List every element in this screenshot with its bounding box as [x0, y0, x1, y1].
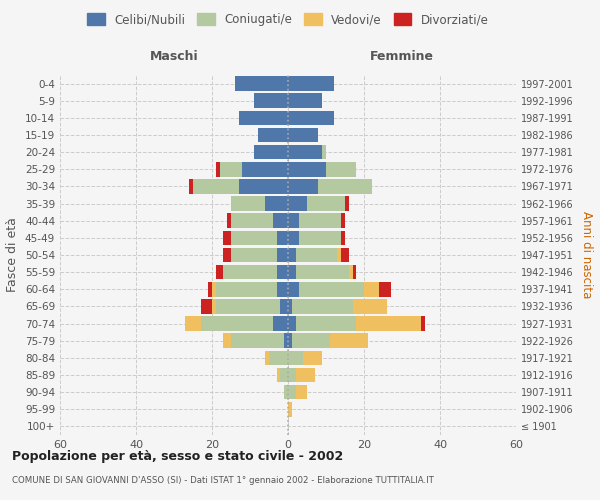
Bar [216, 299, 280, 314]
Bar [288, 179, 319, 194]
Bar [421, 316, 425, 331]
Bar [341, 214, 345, 228]
Bar [277, 248, 288, 262]
Bar [231, 230, 277, 245]
Bar [185, 316, 200, 331]
Bar [296, 265, 349, 280]
Bar [292, 299, 353, 314]
Bar [292, 334, 330, 348]
Bar [273, 214, 288, 228]
Text: Femmine: Femmine [370, 50, 434, 63]
Bar [296, 248, 337, 262]
Bar [345, 196, 349, 211]
Bar [288, 385, 296, 400]
Bar [189, 179, 193, 194]
Text: Maschi: Maschi [149, 50, 199, 63]
Bar [288, 162, 326, 176]
Bar [319, 179, 371, 194]
Bar [242, 162, 288, 176]
Bar [223, 248, 231, 262]
Bar [269, 350, 288, 365]
Bar [299, 282, 364, 296]
Bar [288, 248, 296, 262]
Bar [216, 162, 220, 176]
Bar [296, 385, 307, 400]
Bar [277, 265, 288, 280]
Bar [356, 316, 421, 331]
Text: Popolazione per età, sesso e stato civile - 2002: Popolazione per età, sesso e stato civil… [12, 450, 343, 463]
Bar [277, 368, 280, 382]
Bar [326, 162, 356, 176]
Bar [288, 94, 322, 108]
Bar [364, 282, 379, 296]
Bar [254, 145, 288, 160]
Bar [200, 299, 212, 314]
Bar [296, 316, 356, 331]
Bar [299, 214, 341, 228]
Bar [288, 214, 299, 228]
Bar [303, 350, 322, 365]
Y-axis label: Anni di nascita: Anni di nascita [580, 212, 593, 298]
Bar [288, 230, 299, 245]
Bar [239, 179, 288, 194]
Bar [231, 196, 265, 211]
Bar [265, 350, 269, 365]
Text: COMUNE DI SAN GIOVANNI D'ASSO (SI) - Dati ISTAT 1° gennaio 2002 - Elaborazione T: COMUNE DI SAN GIOVANNI D'ASSO (SI) - Dat… [12, 476, 434, 485]
Y-axis label: Fasce di età: Fasce di età [7, 218, 19, 292]
Bar [277, 282, 288, 296]
Bar [288, 350, 303, 365]
Bar [265, 196, 288, 211]
Bar [223, 265, 277, 280]
Bar [227, 214, 231, 228]
Bar [288, 196, 307, 211]
Bar [239, 110, 288, 125]
Bar [208, 282, 212, 296]
Bar [280, 299, 288, 314]
Bar [349, 265, 353, 280]
Bar [353, 265, 356, 280]
Bar [379, 282, 391, 296]
Bar [220, 162, 242, 176]
Bar [273, 316, 288, 331]
Bar [288, 299, 292, 314]
Bar [299, 230, 341, 245]
Bar [307, 196, 345, 211]
Bar [284, 334, 288, 348]
Bar [288, 316, 296, 331]
Bar [223, 334, 231, 348]
Bar [257, 128, 288, 142]
Bar [231, 248, 277, 262]
Bar [200, 316, 273, 331]
Bar [337, 248, 341, 262]
Bar [212, 299, 216, 314]
Bar [341, 248, 349, 262]
Bar [288, 368, 296, 382]
Bar [216, 282, 277, 296]
Bar [254, 94, 288, 108]
Bar [223, 230, 231, 245]
Bar [231, 334, 284, 348]
Legend: Celibi/Nubili, Coniugati/e, Vedovi/e, Divorziati/e: Celibi/Nubili, Coniugati/e, Vedovi/e, Di… [83, 8, 493, 31]
Bar [353, 299, 387, 314]
Bar [288, 265, 296, 280]
Bar [288, 76, 334, 91]
Bar [288, 145, 322, 160]
Bar [322, 145, 326, 160]
Bar [231, 214, 273, 228]
Bar [288, 334, 292, 348]
Bar [193, 179, 239, 194]
Bar [288, 402, 292, 416]
Bar [288, 128, 319, 142]
Bar [212, 282, 216, 296]
Bar [341, 230, 345, 245]
Bar [288, 110, 334, 125]
Bar [280, 368, 288, 382]
Bar [296, 368, 314, 382]
Bar [235, 76, 288, 91]
Bar [288, 282, 299, 296]
Bar [277, 230, 288, 245]
Bar [330, 334, 368, 348]
Bar [216, 265, 223, 280]
Bar [284, 385, 288, 400]
